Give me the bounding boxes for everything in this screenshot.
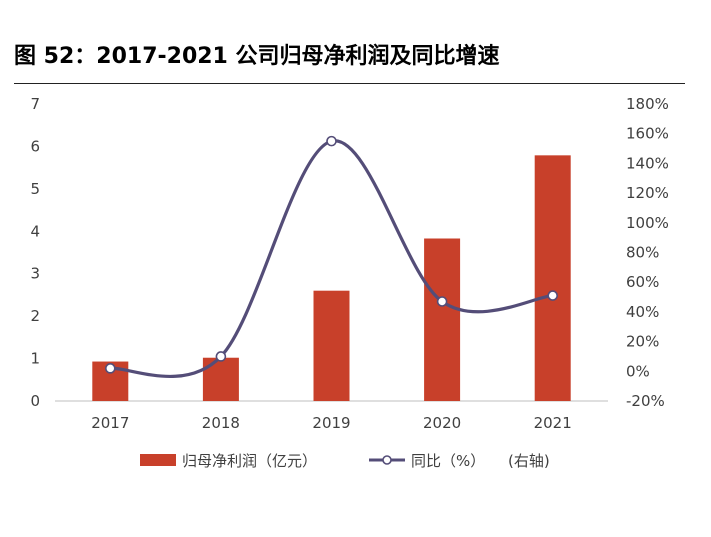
left-tick-label: 7 xyxy=(30,95,40,113)
left-tick-label: 4 xyxy=(30,222,40,240)
legend: 归母净利润（亿元） 同比（%） (右轴) xyxy=(140,452,550,470)
x-tick-label: 2021 xyxy=(534,414,572,432)
left-tick-label: 5 xyxy=(30,180,40,198)
right-tick-label: 0% xyxy=(626,362,650,380)
bar xyxy=(534,155,571,401)
line-point xyxy=(215,351,227,362)
right-axis: -20% 0% 20% 40% 60% 80% 100% 120% 140% 160% 180% xyxy=(626,95,669,410)
right-tick-label: 80% xyxy=(626,244,659,262)
title-rule xyxy=(14,83,685,84)
bar xyxy=(424,238,461,401)
right-tick-label: 20% xyxy=(626,333,659,351)
bar-series xyxy=(92,155,571,401)
left-axis: 0 1 2 3 4 5 6 7 xyxy=(30,95,40,410)
bar xyxy=(202,357,239,401)
right-tick-label: -20% xyxy=(626,392,665,410)
left-tick-label: 2 xyxy=(30,307,40,325)
legend-bar-label: 归母净利润（亿元） xyxy=(182,452,317,470)
growth-points xyxy=(105,135,559,374)
legend-line-label: 同比（%） xyxy=(411,452,485,470)
left-tick-label: 0 xyxy=(30,392,40,410)
right-tick-label: 60% xyxy=(626,273,659,291)
line-point xyxy=(105,363,116,374)
left-tick-label: 6 xyxy=(30,137,40,155)
right-tick-label: 120% xyxy=(626,184,669,202)
right-tick-label: 40% xyxy=(626,303,659,321)
legend-bar-swatch xyxy=(140,454,176,466)
x-axis: 2017 2018 2019 2020 2021 xyxy=(91,414,572,432)
x-tick-label: 2020 xyxy=(423,414,461,432)
legend-line-marker xyxy=(382,455,392,465)
right-tick-label: 140% xyxy=(626,154,669,172)
line-point xyxy=(436,296,448,307)
x-tick-label: 2019 xyxy=(312,414,350,432)
x-tick-label: 2018 xyxy=(202,414,240,432)
figure-title: 图 52：2017-2021 公司归母净利润及同比增速 xyxy=(14,44,500,69)
right-tick-label: 100% xyxy=(626,214,669,232)
right-tick-label: 160% xyxy=(626,125,669,143)
legend-axis-note: (右轴) xyxy=(508,452,550,470)
bar xyxy=(313,290,350,401)
line-point xyxy=(547,290,559,301)
left-tick-label: 1 xyxy=(30,350,40,368)
right-tick-label: 180% xyxy=(626,95,669,113)
line-point xyxy=(326,135,337,147)
left-tick-label: 3 xyxy=(30,265,40,283)
x-tick-label: 2017 xyxy=(91,414,129,432)
